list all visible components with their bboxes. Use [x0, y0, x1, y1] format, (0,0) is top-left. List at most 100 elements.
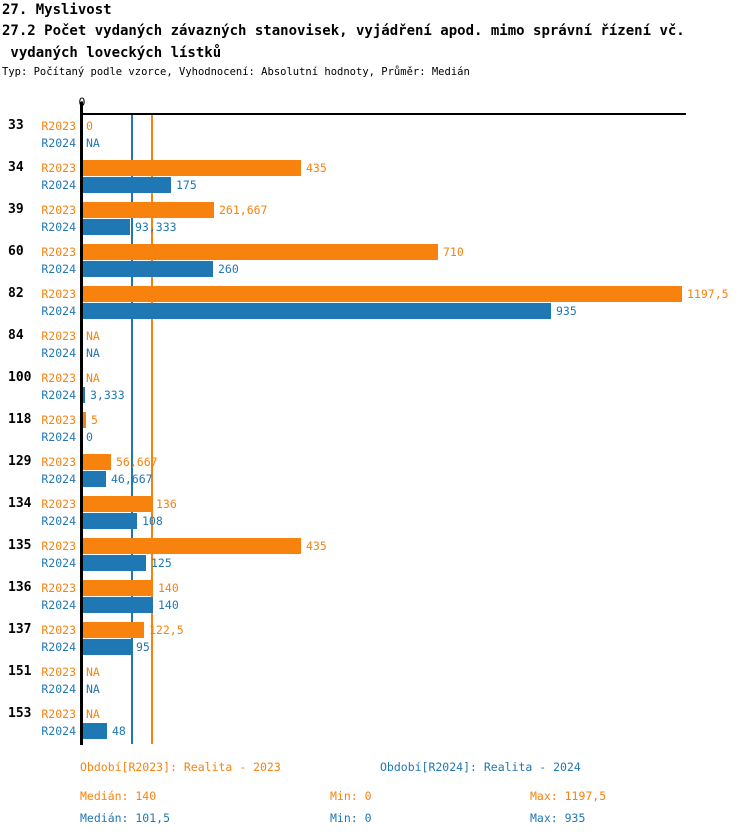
series-row-label: R2023: [41, 539, 76, 553]
bar-r2023: [83, 580, 153, 596]
x-axis-line: [80, 113, 686, 115]
bar-r2023: [83, 496, 151, 512]
bar-r2024: [83, 387, 85, 403]
category-label: 134: [8, 496, 32, 511]
category-label: 60: [8, 244, 24, 259]
value-label: 935: [556, 304, 577, 318]
stat-median-r2024: Medián: 101,5: [80, 811, 171, 825]
series-row-label: R2023: [41, 371, 76, 385]
bar-r2024: [83, 261, 213, 277]
bar-r2023: [83, 538, 301, 554]
chart-subtitle-line-2: vydaných loveckých lístků: [2, 45, 222, 61]
series-row-label: R2023: [41, 455, 76, 469]
category-label: 34: [8, 160, 24, 175]
value-label: 48: [112, 724, 126, 738]
stat-max-r2023: Max: 1197,5: [530, 789, 607, 803]
series-row-label: R2023: [41, 413, 76, 427]
bar-r2023: [83, 622, 144, 638]
bar-r2023: [83, 454, 111, 470]
value-label: 140: [158, 581, 179, 595]
series-row-label: R2023: [41, 245, 76, 259]
value-label: 122,5: [149, 623, 184, 637]
legend-label-r2023: Období[R2023]: Realita - 2023: [80, 760, 281, 774]
value-label: 0: [86, 430, 93, 444]
series-row-label: R2024: [41, 220, 76, 234]
value-label: 5: [91, 413, 98, 427]
value-label: 136: [156, 497, 177, 511]
series-row-label: R2023: [41, 623, 76, 637]
value-label: NA: [86, 682, 100, 696]
series-row-label: R2024: [41, 346, 76, 360]
value-label: 140: [158, 598, 179, 612]
value-label: 1197,5: [687, 287, 729, 301]
category-label: 33: [8, 118, 24, 133]
value-label: 710: [443, 245, 464, 259]
series-row-label: R2024: [41, 304, 76, 318]
series-row-label: R2024: [41, 430, 76, 444]
bar-r2023: [83, 160, 301, 176]
series-row-label: R2023: [41, 329, 76, 343]
category-label: 136: [8, 580, 32, 595]
value-label: 93,333: [135, 220, 177, 234]
series-row-label: R2024: [41, 514, 76, 528]
value-label: 108: [142, 514, 163, 528]
bar-r2024: [83, 723, 107, 739]
series-row-label: R2024: [41, 388, 76, 402]
bar-chart: 0 33 R2023 0 R2024 NA 34 R2023 435 R2024 175 39 R20…: [0, 92, 750, 834]
stat-max-r2024: Max: 935: [530, 811, 586, 825]
series-row-label: R2023: [41, 119, 76, 133]
chart-meta-info: Typ: Počítaný podle vzorce, Vyhodnocení:…: [2, 66, 470, 78]
series-row-label: R2023: [41, 161, 76, 175]
zero-baseline: [80, 102, 83, 745]
value-label: NA: [86, 136, 100, 150]
value-label: 3,333: [90, 388, 125, 402]
series-row-label: R2024: [41, 262, 76, 276]
category-label: 84: [8, 328, 24, 343]
value-label: 46,667: [111, 472, 153, 486]
bar-r2023: [83, 202, 214, 218]
median-line-r2023: [151, 115, 153, 744]
value-label: 56,667: [116, 455, 158, 469]
value-label: 125: [151, 556, 172, 570]
bar-r2023: [83, 244, 438, 260]
category-label: 100: [8, 370, 32, 385]
page-title: 27. Myslivost: [2, 2, 112, 18]
chart-subtitle-line-1: 27.2 Počet vydaných závazných stanovisek…: [2, 23, 685, 39]
legend-label-r2024: Období[R2024]: Realita - 2024: [380, 760, 581, 774]
bar-r2024: [83, 177, 171, 193]
series-row-label: R2024: [41, 724, 76, 738]
value-label: NA: [86, 329, 100, 343]
series-row-label: R2023: [41, 581, 76, 595]
series-row-label: R2023: [41, 287, 76, 301]
value-label: NA: [86, 371, 100, 385]
series-row-label: R2024: [41, 640, 76, 654]
series-row-label: R2023: [41, 497, 76, 511]
series-row-label: R2024: [41, 178, 76, 192]
value-label: NA: [86, 346, 100, 360]
value-label: 435: [306, 161, 327, 175]
bar-r2023: [83, 412, 86, 428]
series-row-label: R2023: [41, 203, 76, 217]
series-row-label: R2024: [41, 682, 76, 696]
category-label: 153: [8, 706, 32, 721]
bar-r2024: [83, 303, 551, 319]
category-label: 135: [8, 538, 32, 553]
value-label: 95: [136, 640, 150, 654]
bar-r2023: [83, 286, 682, 302]
value-label: 0: [86, 119, 93, 133]
category-label: 118: [8, 412, 32, 427]
category-label: 82: [8, 286, 24, 301]
stat-median-r2023: Medián: 140: [80, 789, 157, 803]
value-label: NA: [86, 707, 100, 721]
stat-min-r2024: Min: 0: [330, 811, 372, 825]
category-label: 137: [8, 622, 32, 637]
category-label: 151: [8, 664, 32, 679]
bar-r2024: [83, 597, 153, 613]
value-label: 435: [306, 539, 327, 553]
bar-r2024: [83, 555, 146, 571]
median-line-r2024: [131, 115, 133, 744]
series-row-label: R2024: [41, 598, 76, 612]
series-row-label: R2023: [41, 665, 76, 679]
category-label: 39: [8, 202, 24, 217]
